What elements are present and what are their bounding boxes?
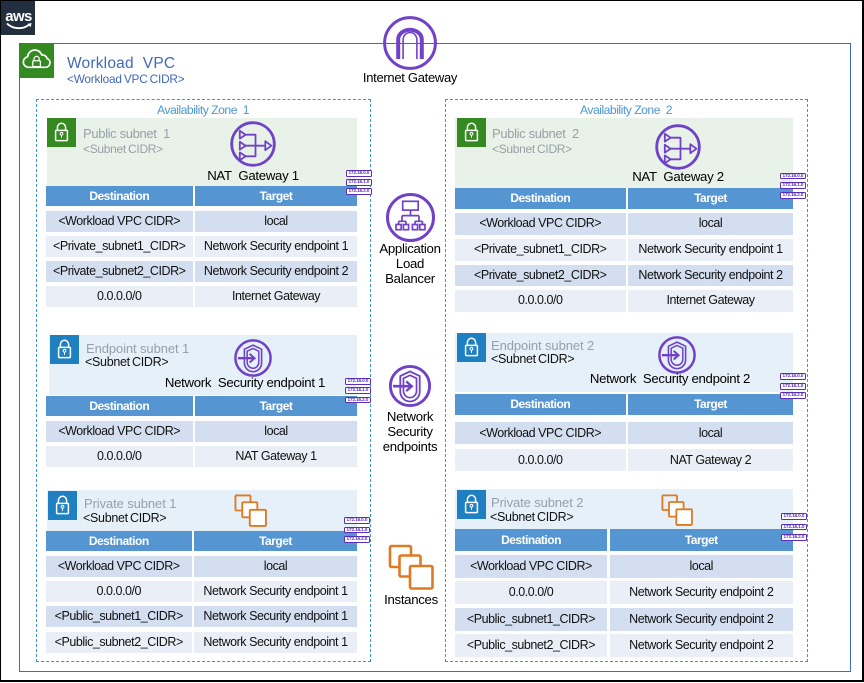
svg-text:aws: aws [5,8,32,25]
